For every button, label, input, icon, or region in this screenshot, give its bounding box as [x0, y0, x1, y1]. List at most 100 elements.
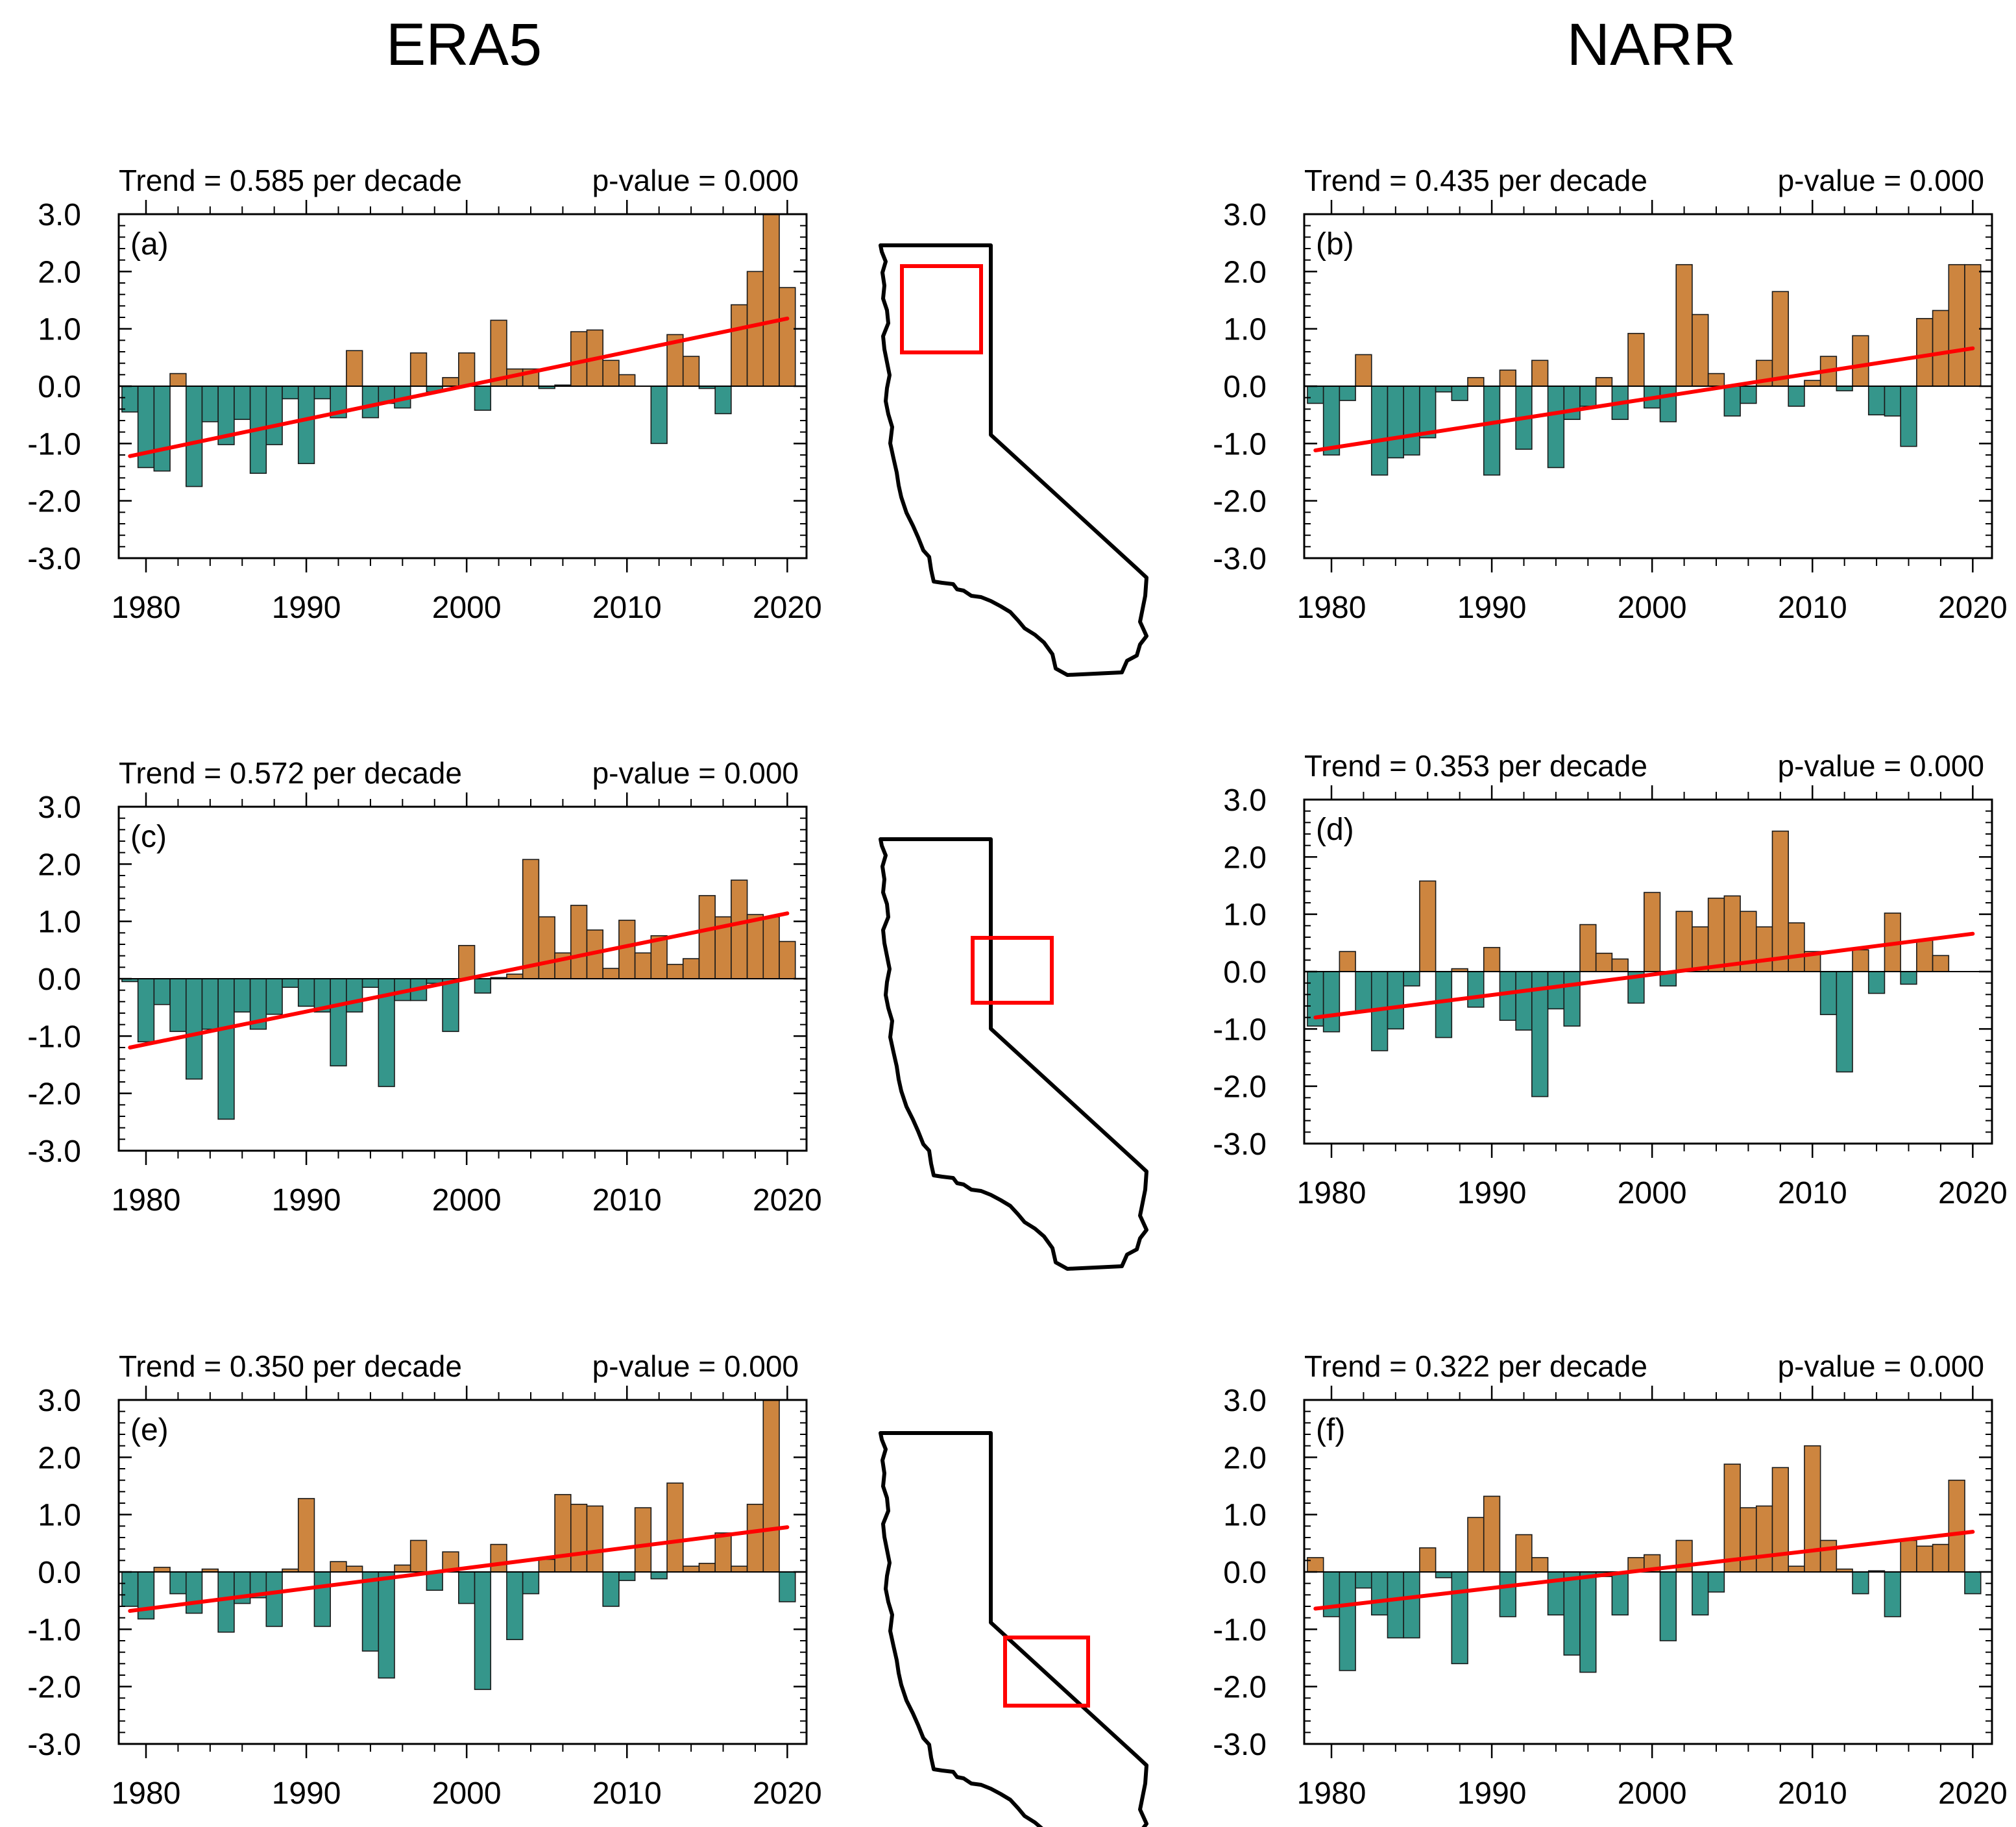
trend-line	[128, 1525, 790, 1613]
bar-2020	[1964, 264, 1982, 387]
bar-2005	[538, 916, 555, 979]
x-tick-label: 2020	[1938, 1176, 2008, 1210]
bar-1991	[1499, 1571, 1516, 1617]
bar-2018	[746, 914, 764, 979]
bar-2009	[1788, 922, 1805, 972]
bar-1995	[378, 1571, 395, 1679]
bar-2019	[762, 916, 780, 979]
x-tick-label: 2020	[753, 1183, 822, 1218]
bar-2017	[731, 879, 748, 979]
x-tick-label: 2010	[1778, 1176, 1847, 1210]
x-tick-label: 2010	[592, 1776, 662, 1811]
bar-2005	[1723, 1464, 1741, 1573]
bar-2015	[698, 895, 716, 979]
y-tick-label: 3.0	[1223, 198, 1267, 232]
x-tick-label: 1980	[112, 1183, 181, 1218]
bar-1990	[1483, 386, 1501, 476]
bar-2004	[522, 859, 540, 979]
y-tick-label: 2.0	[38, 848, 81, 882]
bar-1984	[1387, 1571, 1404, 1639]
x-tick-label: 2010	[592, 1183, 662, 1218]
bar-1999	[442, 376, 459, 387]
x-tick-label: 2010	[1778, 591, 1847, 625]
bar-1996	[1579, 924, 1597, 972]
bar-1987	[1435, 386, 1453, 393]
bar-2000	[458, 944, 476, 979]
y-tick-label: 0.0	[1223, 1556, 1267, 1590]
bar-1993	[1531, 1557, 1549, 1573]
panel-c: Trend = 0.572 per decade p-value = 0.000 3…	[27, 756, 821, 1218]
x-tick-label: 2000	[1618, 1776, 1687, 1811]
bar-1997	[409, 1539, 428, 1573]
x-tick-label: 1980	[112, 591, 181, 625]
bar-1998	[1611, 1571, 1629, 1616]
y-tick-label: -2.0	[1213, 485, 1267, 519]
y-tick-label: -3.0	[27, 1134, 81, 1169]
bar-2008	[1771, 291, 1789, 387]
bar-1999	[1627, 332, 1645, 387]
x-tick-label: 2020	[753, 591, 822, 625]
bar-2014	[1867, 971, 1886, 994]
bar-2011	[1819, 971, 1838, 1016]
bar-2001	[474, 978, 492, 994]
panels: Trend = 0.585 per decade p-value = 0.000 3…	[27, 164, 2007, 1811]
california-outline	[879, 837, 1148, 1271]
bar-1991	[313, 386, 331, 400]
p-value-text: p-value = 0.000	[1778, 1349, 1984, 1383]
y-tick-label: 3.0	[1223, 1384, 1267, 1418]
bar-2016	[714, 386, 732, 415]
bar-2010	[618, 1571, 636, 1582]
california-map-c	[879, 837, 1148, 1271]
bar-2003	[1692, 1571, 1709, 1616]
x-tick-label: 1990	[1457, 591, 1527, 625]
bar-2013	[1852, 1571, 1869, 1595]
bar-2016	[1900, 386, 1917, 447]
bar-2015	[1884, 386, 1901, 417]
x-tick-label: 2020	[1938, 591, 2008, 625]
bar-1999	[442, 978, 459, 1033]
bar-2020	[779, 1571, 796, 1602]
bar-2012	[1836, 386, 1853, 391]
bar-2009	[1788, 386, 1805, 407]
bar-1987	[1435, 971, 1453, 1038]
bar-1982	[169, 1571, 187, 1595]
trend-line	[1313, 931, 1975, 1020]
trend-text: Trend = 0.353 per decade	[1304, 749, 1647, 783]
panel-label: (c)	[130, 820, 167, 854]
bar-2015	[1884, 1571, 1901, 1617]
bar-1997	[409, 352, 428, 387]
x-tick-label: 2020	[1938, 1776, 2008, 1811]
bar-2004	[1707, 1571, 1725, 1593]
trend-line	[1313, 346, 1975, 452]
bar-2020	[1964, 1571, 1982, 1595]
region-box	[1003, 1636, 1090, 1708]
bar-2000	[458, 1571, 476, 1604]
bar-2004	[522, 1571, 540, 1595]
bar-1985	[1403, 971, 1420, 987]
region-box	[971, 936, 1054, 1005]
bar-2005	[538, 1558, 555, 1573]
bar-1983	[185, 1571, 203, 1614]
bar-1983	[185, 978, 203, 1080]
california-outline	[879, 243, 1148, 677]
bar-1992	[1515, 971, 1533, 1031]
x-tick-label: 2000	[432, 1183, 502, 1218]
bar-1984	[201, 386, 219, 423]
panel-label: (b)	[1316, 227, 1354, 262]
bar-1994	[1547, 386, 1565, 469]
bar-1992	[330, 978, 347, 1067]
y-tick-label: -1.0	[1213, 1613, 1267, 1647]
bar-2018	[1932, 310, 1950, 387]
y-tick-label: 1.0	[38, 1499, 81, 1533]
bar-1990	[297, 1498, 315, 1573]
y-tick-label: 1.0	[1223, 898, 1267, 933]
bar-1986	[234, 978, 251, 1013]
bar-2016	[1900, 1539, 1917, 1573]
bar-1991	[313, 1571, 331, 1627]
trend-line	[128, 911, 790, 1049]
bar-1983	[1370, 1571, 1389, 1616]
x-tick-label: 2000	[432, 591, 502, 625]
bar-2003	[506, 1571, 524, 1641]
y-tick-label: 2.0	[1223, 840, 1267, 875]
bar-1994	[361, 1571, 380, 1652]
